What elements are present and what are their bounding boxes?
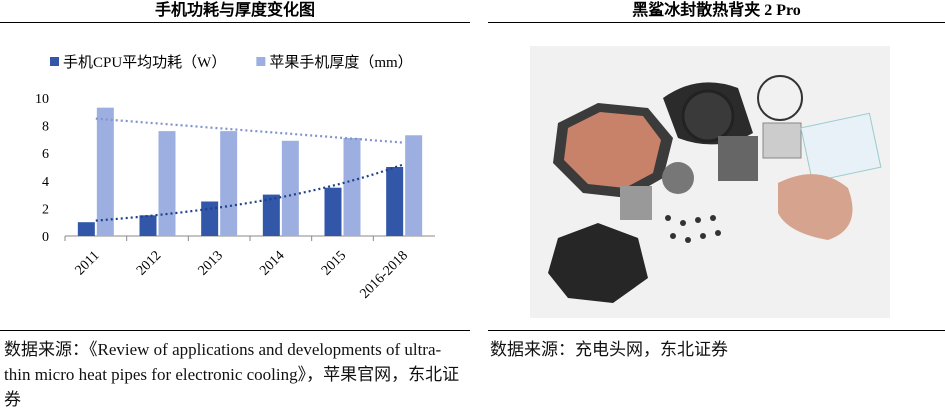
bar — [158, 131, 176, 236]
x-tick-label: 2013 — [196, 248, 226, 278]
x-tick-label: 2011 — [73, 248, 103, 278]
y-tick-label: 0 — [42, 230, 49, 245]
left-source: 数据来源：《Review of applications and develop… — [4, 340, 460, 409]
bar — [281, 140, 299, 236]
x-tick-label: 2012 — [134, 248, 164, 278]
trend-line — [95, 117, 405, 144]
chart: 0 2 4 6 8 10 2011 2012 2013 2014 2015 2016-2018 手机CP… — [35, 54, 435, 302]
rule — [0, 330, 470, 331]
x-tick-label: 2016-2018 — [357, 248, 411, 302]
legend-swatch — [50, 57, 59, 66]
bar — [77, 222, 95, 236]
legend-swatch — [256, 57, 266, 66]
bar — [386, 167, 404, 236]
bar — [220, 131, 238, 236]
y-tick-label: 4 — [42, 175, 49, 190]
bar — [405, 135, 423, 236]
legend-label: 手机CPU平均功耗（W） — [63, 54, 226, 71]
photo — [530, 46, 890, 318]
bar — [201, 201, 219, 236]
right-title: 黑鲨冰封散热背夹 2 Pro — [488, 0, 945, 23]
y-tick-label: 10 — [35, 92, 49, 107]
legend-label: 苹果手机厚度（mm） — [269, 54, 412, 71]
photo-content — [548, 75, 882, 303]
rule — [488, 330, 945, 331]
bar — [96, 107, 114, 236]
x-tick-label: 2015 — [319, 248, 349, 278]
trend-line — [95, 163, 405, 222]
bar — [343, 138, 361, 236]
bar — [324, 187, 342, 236]
left-title: 手机功耗与厚度变化图 — [0, 0, 470, 23]
y-tick-label: 8 — [42, 120, 49, 135]
y-tick-label: 6 — [42, 147, 49, 162]
bar — [139, 215, 157, 236]
right-source: 数据来源：充电头网，东北证券 — [490, 340, 728, 359]
bar — [262, 194, 280, 236]
y-tick-label: 2 — [42, 202, 49, 217]
x-tick-label: 2014 — [257, 248, 287, 278]
